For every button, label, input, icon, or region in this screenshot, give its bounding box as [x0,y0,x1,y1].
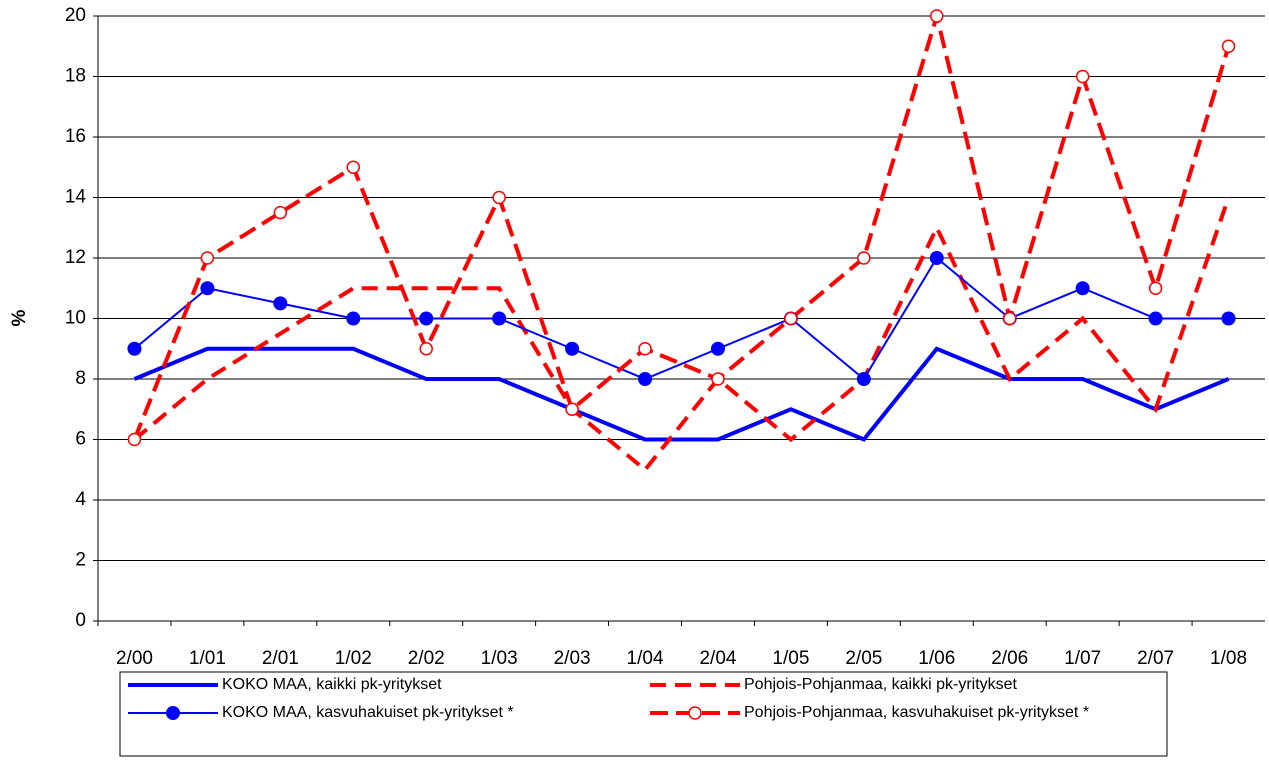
x-tick-label: 1/01 [189,648,226,669]
marker [929,251,944,265]
marker [166,706,180,720]
marker [930,9,944,23]
y-tick-label: 14 [65,187,87,208]
marker [346,160,361,174]
x-tick-label: 2/01 [262,648,299,669]
y-tick-label: 4 [75,489,86,510]
legend-label: KOKO MAA, kasvuhakuiset pk-yritykset * [222,704,514,721]
marker [711,372,725,386]
x-tick-label: 2/07 [1137,648,1174,669]
x-tick-label: 2/06 [991,648,1028,669]
x-tick-label: 2/02 [408,648,445,669]
marker [710,341,725,356]
marker [127,432,142,447]
x-tick-label: 1/05 [772,648,809,669]
series-line [133,196,1231,473]
marker [273,205,288,220]
series-line [133,346,1230,442]
marker [419,311,434,326]
marker [346,311,361,326]
marker [856,372,871,386]
x-tick-label: 1/08 [1210,648,1247,669]
marker [1002,311,1017,326]
marker [784,311,798,326]
legend-label: KOKO MAA, kaikki pk-yritykset [222,676,442,693]
marker [565,341,580,356]
marker [1075,69,1090,84]
x-tick-label: 1/07 [1064,648,1101,669]
x-tick-label: 2/04 [699,648,736,669]
y-axis-label: % [9,309,30,326]
y-tick-label: 20 [65,5,86,26]
marker [419,342,433,356]
marker [1148,311,1163,326]
marker [200,281,215,296]
y-tick-label: 10 [65,308,86,329]
series-line [132,8,1231,441]
marker [638,372,653,386]
x-tick-label: 1/03 [481,648,518,669]
x-tick-label: 2/00 [116,648,153,669]
marker [1075,281,1090,296]
y-tick-label: 18 [65,66,86,87]
x-tick-label: 1/06 [918,648,955,669]
marker [200,251,215,265]
marker [1148,281,1163,295]
x-tick-label: 2/03 [554,648,591,669]
x-tick-label: 2/05 [845,648,882,669]
y-tick-label: 16 [65,126,86,147]
x-tick-label: 1/04 [627,648,664,669]
marker [127,341,142,356]
legend-label: Pohjois-Pohjanmaa, kaikki pk-yritykset [744,676,1018,693]
y-tick-label: 6 [75,429,86,450]
marker [1221,39,1236,53]
marker [688,706,702,720]
legend [119,671,1168,757]
x-tick-label: 1/02 [335,648,372,669]
y-tick-label: 8 [75,368,86,389]
marker [638,342,652,356]
marker [492,311,507,326]
y-tick-label: 0 [75,610,86,631]
marker [273,296,288,311]
series-line [133,256,1229,381]
legend-label: Pohjois-Pohjanmaa, kasvuhakuiset pk-yrit… [744,704,1089,721]
y-tick-label: 2 [75,550,86,571]
marker [565,402,579,416]
marker [1221,311,1236,326]
marker [857,251,871,265]
y-tick-label: 12 [65,247,86,268]
marker [492,190,506,205]
